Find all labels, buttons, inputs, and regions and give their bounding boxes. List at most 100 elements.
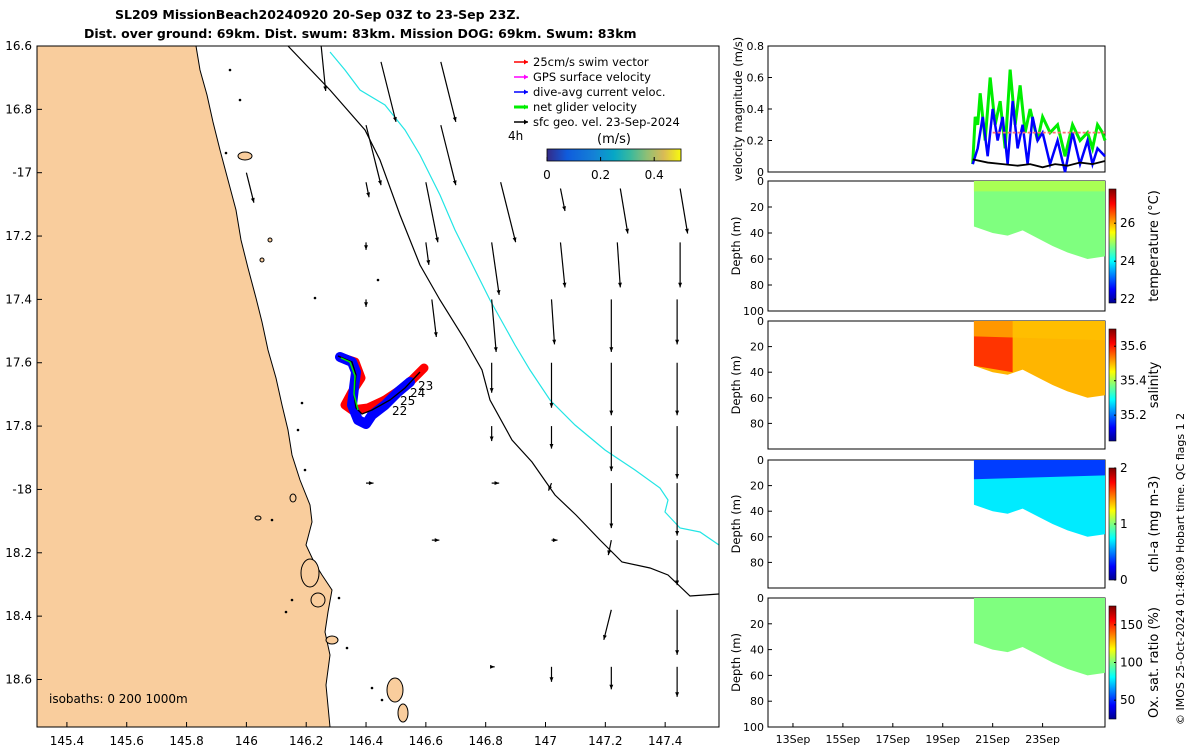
sfc-vector-head: [549, 403, 554, 408]
island: [310, 592, 326, 608]
temperature-colorbar-tick-label: 26: [1120, 216, 1135, 230]
glider-track: [335, 352, 429, 429]
sfc-vector-head: [603, 634, 607, 640]
oxygen-y-label: Depth (m): [729, 633, 743, 692]
salinity-y-label: Depth (m): [729, 356, 743, 415]
map-x-tick-label: 147.2: [588, 734, 622, 748]
reef-dot: [228, 68, 232, 72]
sfc-vector-shaft: [619, 188, 629, 234]
island: [325, 635, 339, 645]
map-y-tick-label: 17.4: [5, 292, 32, 306]
sfc-vector-shaft: [491, 242, 500, 295]
time-x-tick-label: 15Sep: [826, 733, 861, 746]
reef-dot: [238, 98, 242, 102]
map-y-tick-label: 18.4: [5, 609, 32, 623]
oxygen-colorbar-tick-label: 50: [1120, 693, 1135, 707]
sfc-vector-head: [368, 481, 374, 486]
sfc-vector-head: [562, 282, 567, 288]
temperature-y-tick-label: 0: [757, 175, 764, 188]
time-x-tick-label: 21Sep: [975, 733, 1010, 746]
map-y-tick-label: -17: [12, 166, 32, 180]
reef-dot: [270, 518, 274, 522]
sfc-vector-shaft: [245, 172, 255, 203]
sfc-vector-head: [364, 245, 368, 250]
sfc-vector-head: [609, 347, 614, 352]
sfc-vector-shaft: [679, 188, 689, 234]
sfc-vector-head: [549, 443, 554, 449]
sfc-vector-head: [609, 410, 614, 416]
temperature-colorbar-tick-label: 22: [1120, 292, 1135, 306]
salinity-y-tick-label: 20: [750, 341, 764, 354]
oxygen-y-tick-label: 80: [750, 695, 764, 708]
reef-dot: [380, 698, 384, 702]
map-colorbar-title: (m/s): [597, 132, 631, 147]
legend-swatch-head: [524, 104, 528, 110]
chla-colorbar-tick-label: 2: [1120, 461, 1128, 475]
sfc-vector-head: [675, 580, 680, 586]
legend-label: GPS surface velocity: [533, 70, 651, 84]
oxygen-colorbar-label: Ox. sat. ratio (%): [1147, 607, 1162, 718]
reef-dot: [345, 646, 349, 650]
map-y-tick-label: 18.2: [5, 546, 32, 560]
land-mass: [37, 46, 333, 727]
map-colorbar-tick-label: 0.4: [645, 168, 664, 182]
sfc-vector-head: [675, 410, 680, 416]
sfc-vector-head: [512, 237, 517, 243]
map-x-tick-label: 146.6: [409, 734, 443, 748]
legend-note: 4h: [508, 129, 523, 143]
island: [300, 558, 320, 588]
sfc-vector-shaft: [603, 609, 612, 640]
sfc-vector-head: [678, 282, 683, 288]
sfc-vector-shaft: [431, 299, 437, 337]
sfc-vector-head: [675, 531, 680, 536]
velocity-y-tick-label: 0: [757, 166, 764, 179]
legend-swatch-head: [524, 89, 528, 95]
sfc-vector-shaft: [440, 61, 457, 122]
day-label: 23: [418, 379, 433, 393]
sfc-vector-head: [426, 260, 431, 265]
map-y-tick-label: 17.2: [5, 229, 32, 243]
map-x-tick-label: 147: [534, 734, 557, 748]
chla-y-tick-label: 40: [750, 505, 764, 518]
sfc-vector-head: [562, 206, 566, 212]
salinity-colorbar-tick-label: 35.4: [1120, 374, 1147, 388]
map-y-tick-label: 18.6: [5, 672, 32, 686]
sfc-vector-head: [452, 180, 457, 186]
chla-data-area: [973, 460, 1105, 537]
map-colorbar: [546, 148, 682, 162]
reef-dot: [376, 278, 380, 282]
copyright-note: © IMOS 25-Oct-2024 01:48:09 Hobart time.…: [1174, 412, 1187, 725]
sfc-vector-head: [625, 228, 629, 234]
reef-dot: [224, 151, 228, 155]
velocity-y-tick-label: 0.4: [747, 103, 765, 116]
legend-swatch-head: [524, 74, 528, 80]
oxygen-colorbar-tick-label: 150: [1120, 618, 1143, 632]
map-x-tick-label: 147.4: [648, 734, 682, 748]
sfc-vector-head: [489, 436, 494, 442]
temperature-colorbar-tick-label: 24: [1120, 254, 1135, 268]
oxygen-y-tick-label: 40: [750, 644, 764, 657]
legend-label: sfc geo. vel. 23-Sep-2024: [533, 115, 680, 129]
island: [259, 257, 265, 263]
net-track-line: [337, 355, 421, 415]
sfc-vector-head: [392, 116, 397, 122]
island: [267, 237, 273, 243]
velocity-y-label: velocity magnitude (m/s): [731, 37, 745, 182]
velocity-y-tick-label: 0.2: [747, 135, 765, 148]
salinity-y-tick-label: 40: [750, 366, 764, 379]
velocity-y-tick-label: 0.8: [747, 40, 765, 53]
sfc-vector-head: [552, 339, 557, 345]
sfc-vector-head: [675, 650, 680, 655]
map-y-tick-label: 17.8: [5, 419, 32, 433]
time-x-tick-label: 17Sep: [875, 733, 910, 746]
map-x-tick-label: 146.8: [469, 734, 503, 748]
sfc-vector-shaft: [380, 61, 397, 122]
sfc-vector-head: [435, 237, 439, 243]
velocity-y-tick-label: 0.6: [747, 72, 765, 85]
legend-label: net glider velocity: [533, 100, 637, 114]
legend-label: 25cm/s swim vector: [533, 55, 649, 69]
salinity-surface-patch: [973, 321, 1105, 341]
sfc-vector-head: [493, 347, 498, 352]
sfc-vector-head: [548, 485, 553, 491]
